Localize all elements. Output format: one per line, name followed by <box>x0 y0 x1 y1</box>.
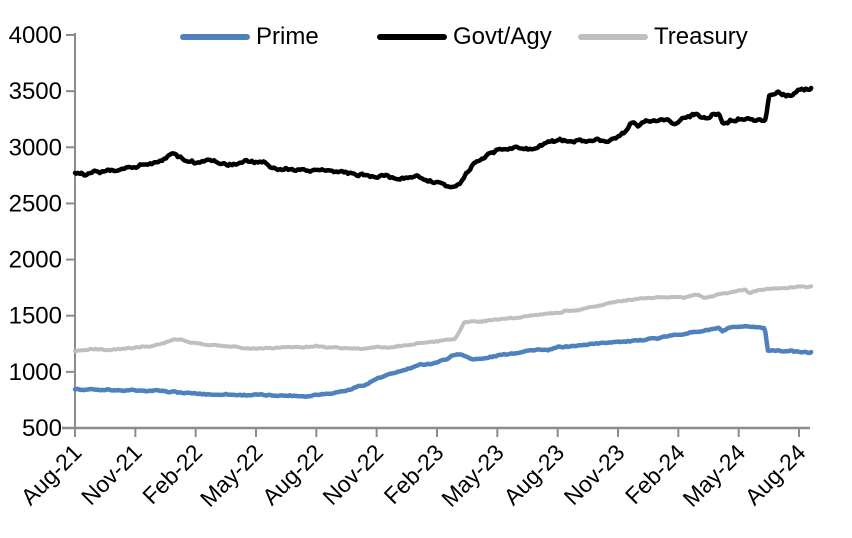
x-tick-label: Aug-24 <box>740 439 811 510</box>
x-tick-label: Nov-22 <box>317 439 388 510</box>
x-tick-label: Feb-24 <box>620 439 690 509</box>
y-tick-label: 2500 <box>9 190 62 217</box>
x-tick-label: Aug-22 <box>257 439 328 510</box>
legend-item-govt-agy: Govt/Agy <box>377 22 552 52</box>
x-tick-label: May-22 <box>195 439 268 512</box>
x-tick-label: Feb-23 <box>379 439 449 509</box>
x-tick-label: Nov-23 <box>559 439 630 510</box>
y-tick-label: 500 <box>22 415 62 442</box>
y-tick-label: 4000 <box>9 22 62 49</box>
series-line-govt-agy <box>72 85 814 190</box>
prime-line-swatch <box>180 34 250 40</box>
series-line-treasury <box>73 284 814 354</box>
chart-legend: Prime Govt/Agy Treasury <box>0 22 852 52</box>
y-tick-label: 3000 <box>9 134 62 161</box>
y-tick-label: 2000 <box>9 247 62 274</box>
legend-item-prime: Prime <box>180 22 319 52</box>
legend-label-govt-agy: Govt/Agy <box>453 23 552 50</box>
govt-agy-line-swatch <box>377 34 447 40</box>
x-tick-label: May-23 <box>436 439 509 512</box>
x-tick-label: Feb-22 <box>137 439 207 509</box>
legend-label-treasury: Treasury <box>654 23 748 50</box>
x-tick-label: Nov-21 <box>76 439 147 510</box>
legend-item-treasury: Treasury <box>578 22 748 52</box>
x-tick-label: Aug-23 <box>498 439 569 510</box>
x-tick-label: May-24 <box>678 439 751 512</box>
legend-label-prime: Prime <box>256 23 319 50</box>
series-line-prime <box>72 324 814 399</box>
y-tick-label: 3500 <box>9 78 62 105</box>
treasury-line-swatch <box>578 34 648 40</box>
y-tick-label: 1000 <box>9 359 62 386</box>
x-tick-label: Aug-21 <box>16 439 87 510</box>
y-tick-label: 1500 <box>9 303 62 330</box>
